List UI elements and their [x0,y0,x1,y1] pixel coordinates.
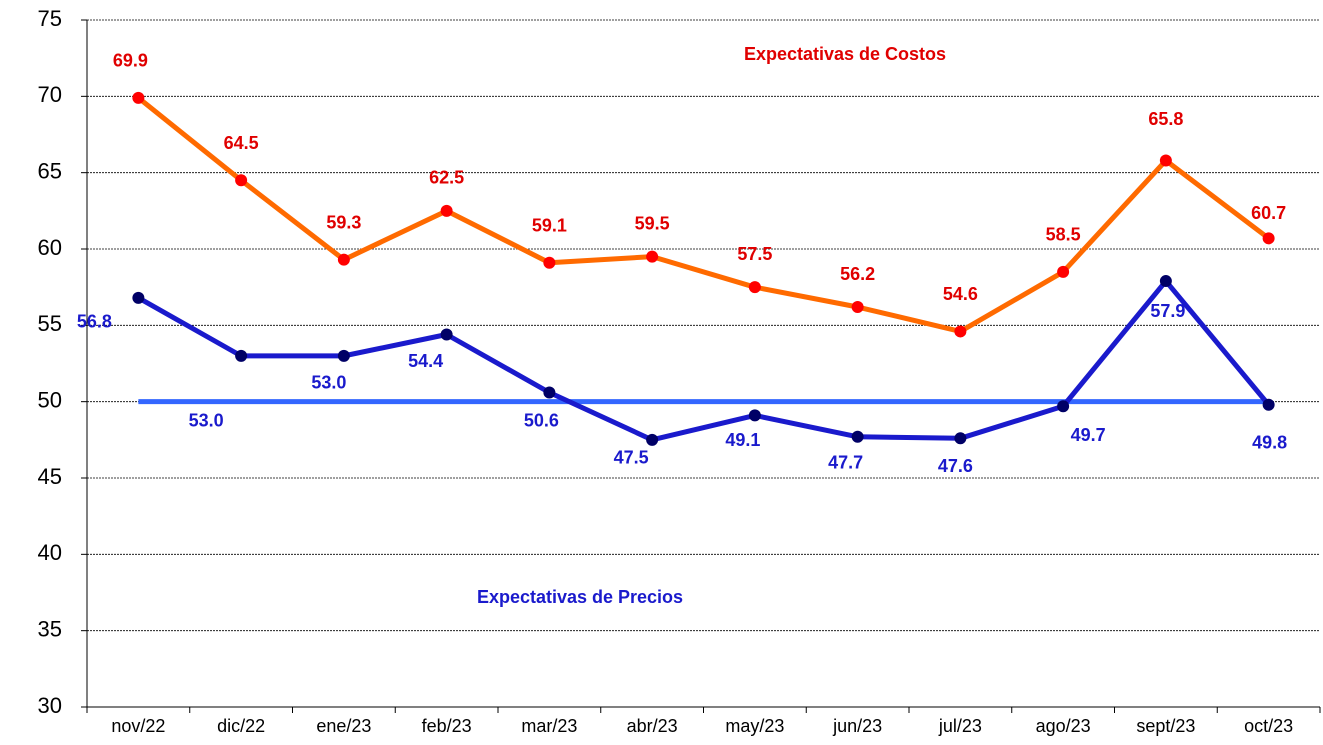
x-tick-label: dic/22 [217,716,265,736]
data-label: 53.0 [311,373,346,393]
data-label: 47.6 [938,456,973,476]
data-label: 58.5 [1046,225,1081,245]
series-annotation: Expectativas de Costos [744,44,946,64]
data-label: 49.7 [1071,425,1106,445]
y-tick-label: 75 [38,6,62,31]
marker [954,432,967,445]
series-line [136,95,1271,334]
data-label: 59.5 [635,213,670,233]
marker [1262,232,1275,245]
marker [851,301,864,314]
x-tick-label: ene/23 [316,716,371,736]
marker [646,250,659,263]
marker [646,433,659,446]
x-tick-label: jul/23 [938,716,982,736]
y-tick-label: 55 [38,311,62,336]
y-tick-label: 70 [38,82,62,107]
series-line [137,278,1271,443]
marker [748,409,761,422]
marker [851,430,864,443]
data-label: 49.1 [725,430,760,450]
data-label: 57.9 [1150,301,1185,321]
y-tick-label: 60 [38,235,62,260]
data-label: 57.5 [737,244,772,264]
marker [1159,275,1172,288]
data-label: 64.5 [224,133,259,153]
y-tick-label: 50 [38,387,62,412]
marker [1057,400,1070,413]
marker [440,328,453,341]
y-tick-label: 40 [38,540,62,565]
data-label: 47.5 [614,448,649,468]
marker [543,256,556,269]
marker [1057,265,1070,278]
marker [132,291,145,304]
x-tick-label: sept/23 [1136,716,1195,736]
marker [337,349,350,362]
marker [440,204,453,217]
data-label: 65.8 [1148,109,1183,129]
marker [235,349,248,362]
x-tick-label: ago/23 [1036,716,1091,736]
marker [1262,398,1275,411]
x-tick-label: mar/23 [521,716,577,736]
data-label: 69.9 [113,51,148,71]
data-label: 59.3 [326,212,361,232]
x-tick-label: may/23 [725,716,784,736]
y-tick-label: 65 [38,158,62,183]
data-label: 56.2 [840,264,875,284]
data-label: 59.1 [532,215,567,235]
x-tick-label: oct/23 [1244,716,1293,736]
x-tick-label: nov/22 [111,716,165,736]
x-tick-label: jun/23 [832,716,882,736]
data-label: 53.0 [189,411,224,431]
marker [1159,154,1172,167]
y-tick-label: 30 [38,693,62,718]
data-label: 47.7 [828,453,863,473]
data-label: 49.8 [1252,432,1287,452]
data-label: 56.8 [77,312,112,332]
marker [337,253,350,266]
data-label: 50.6 [524,410,559,430]
marker [543,386,556,399]
data-label: 62.5 [429,168,464,188]
y-tick-label: 35 [38,616,62,641]
series-annotation: Expectativas de Precios [477,587,683,607]
data-label: 54.4 [408,351,443,371]
data-label: 60.7 [1251,203,1286,223]
data-label: 54.6 [943,284,978,304]
x-tick-label: abr/23 [627,716,678,736]
marker [235,174,248,187]
x-tick-label: feb/23 [422,716,472,736]
marker [132,91,145,104]
marker [748,281,761,294]
marker [954,325,967,338]
y-tick-label: 45 [38,464,62,489]
